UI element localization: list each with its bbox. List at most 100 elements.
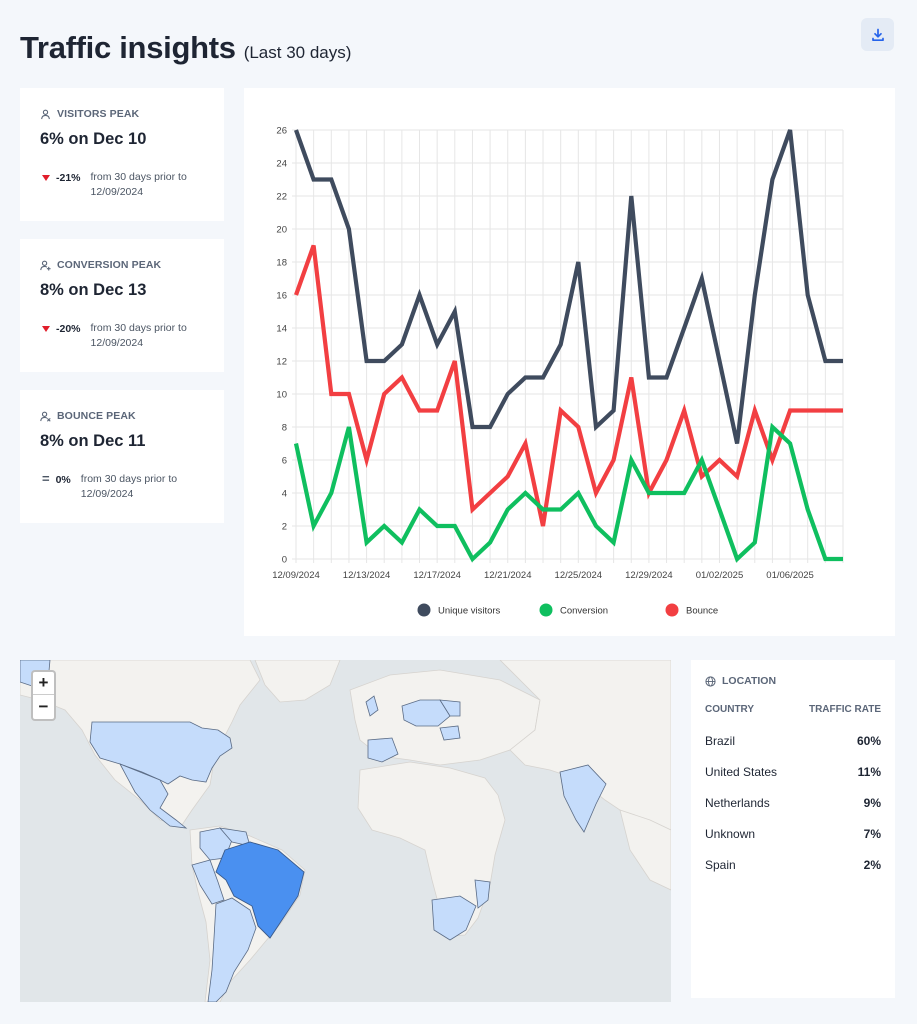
location-row: United States 11% bbox=[705, 765, 881, 779]
bounce-peak-card: BOUNCE PEAK 8% on Dec 11 = 0% from 30 da… bbox=[20, 390, 224, 523]
user-icon bbox=[41, 109, 50, 119]
country-name: Spain bbox=[705, 858, 736, 872]
country-name: Unknown bbox=[705, 827, 756, 841]
download-button[interactable] bbox=[861, 18, 894, 51]
series-line-conversion bbox=[293, 422, 843, 563]
traffic-rate: 2% bbox=[863, 858, 881, 872]
legend-label: Unique visitors bbox=[438, 606, 501, 617]
y-tick-label: 12 bbox=[276, 357, 287, 368]
legend-label: Conversion bbox=[560, 606, 608, 617]
y-tick-label: 16 bbox=[276, 291, 287, 302]
x-tick-label: 12/21/2024 bbox=[484, 570, 532, 581]
y-tick-label: 8 bbox=[282, 423, 287, 434]
y-tick-label: 10 bbox=[276, 390, 287, 401]
card-value: 8% on Dec 11 bbox=[40, 432, 146, 450]
world-map[interactable] bbox=[20, 660, 671, 1002]
location-row: Unknown 7% bbox=[705, 827, 881, 841]
location-panel: LOCATION COUNTRY TRAFFIC RATE Brazil 60%… bbox=[691, 660, 895, 998]
x-tick-label: 12/25/2024 bbox=[555, 570, 603, 581]
column-traffic-rate: TRAFFIC RATE bbox=[808, 704, 881, 715]
legend-marker bbox=[417, 603, 431, 617]
visitors-peak-card: VISITORS PEAK 6% on Dec 10 -21% from 30 … bbox=[20, 88, 224, 221]
page-title: Traffic insights bbox=[20, 30, 236, 65]
download-icon bbox=[871, 28, 884, 41]
argentina-chile-highlight bbox=[207, 897, 257, 1002]
column-country: COUNTRY bbox=[705, 704, 755, 715]
y-tick-label: 24 bbox=[276, 159, 287, 170]
y-tick-label: 0 bbox=[282, 555, 287, 566]
y-tick-label: 14 bbox=[276, 324, 287, 335]
zoom-out-button[interactable]: − bbox=[38, 696, 49, 716]
x-tick-label: 01/02/2025 bbox=[696, 570, 744, 581]
peru-highlight bbox=[191, 859, 225, 905]
traffic-rate: 11% bbox=[857, 765, 881, 779]
location-row: Netherlands 9% bbox=[705, 796, 881, 810]
trend-flat-icon: = bbox=[42, 471, 50, 486]
page-header: Traffic insights (Last 30 days) bbox=[20, 30, 351, 66]
location-row: Spain 2% bbox=[705, 858, 881, 872]
legend-marker bbox=[665, 603, 679, 617]
netherlands-germany-highlight bbox=[401, 699, 451, 727]
y-tick-label: 4 bbox=[282, 489, 287, 500]
trend-down-icon bbox=[42, 175, 50, 181]
y-tick-label: 20 bbox=[276, 225, 287, 236]
x-tick-label: 12/09/2024 bbox=[272, 570, 320, 581]
change-percent: -21% bbox=[56, 172, 81, 184]
india-highlight bbox=[559, 764, 607, 833]
romania-highlight bbox=[439, 725, 461, 741]
legend-label: Bounce bbox=[686, 606, 718, 617]
y-tick-label: 2 bbox=[282, 522, 287, 533]
series-line-unique-visitors bbox=[294, 129, 843, 444]
conversion-peak-card: CONVERSION PEAK 8% on Dec 13 -20% from 3… bbox=[20, 239, 224, 372]
x-tick-label: 12/29/2024 bbox=[625, 570, 673, 581]
world-map-canvas bbox=[20, 660, 671, 1002]
traffic-chart-panel: 0 2 4 6 8 10 12 14 16 18 20 22 24 26 12/09/2024 12/13/2… bbox=[244, 88, 895, 636]
user-x-icon bbox=[40, 411, 51, 422]
y-tick-label: 6 bbox=[282, 456, 287, 467]
change-description: from 30 days prior to 12/09/2024 bbox=[90, 322, 187, 349]
country-name: United States bbox=[705, 765, 778, 779]
brazil-highlight bbox=[215, 841, 305, 939]
y-tick-label: 22 bbox=[276, 192, 287, 203]
location-table-header: COUNTRY TRAFFIC RATE bbox=[705, 704, 881, 715]
location-row: Brazil 60% bbox=[705, 734, 881, 748]
change-description: from 30 days prior to 12/09/2024 bbox=[80, 473, 178, 500]
traffic-rate: 7% bbox=[863, 827, 881, 841]
x-tick-label: 01/06/2025 bbox=[766, 570, 814, 581]
traffic-rate: 60% bbox=[856, 734, 881, 748]
southeast-asia-landmass bbox=[619, 809, 671, 891]
card-change: -21% from 30 days prior to 12/09/2024 bbox=[42, 171, 187, 200]
traffic-rate: 9% bbox=[863, 796, 881, 810]
zoom-in-button[interactable]: + bbox=[33, 672, 54, 695]
south-africa-highlight bbox=[431, 895, 477, 941]
page-subtitle: (Last 30 days) bbox=[243, 43, 352, 62]
y-tick-label: 26 bbox=[276, 126, 287, 137]
trend-down-icon bbox=[42, 326, 50, 332]
card-value: 8% on Dec 13 bbox=[40, 281, 147, 299]
spain-highlight bbox=[367, 737, 399, 763]
change-percent: -20% bbox=[56, 323, 81, 335]
legend-marker bbox=[539, 603, 553, 617]
x-tick-label: 12/17/2024 bbox=[413, 570, 461, 581]
card-value: 6% on Dec 10 bbox=[40, 130, 147, 148]
series-line-bounce bbox=[294, 244, 843, 527]
card-label: CONVERSION PEAK bbox=[57, 259, 162, 271]
mexico-highlight bbox=[119, 763, 188, 829]
country-name: Netherlands bbox=[705, 796, 770, 810]
x-tick-label: 12/13/2024 bbox=[343, 570, 391, 581]
uk-highlight bbox=[365, 695, 379, 717]
usa-highlight bbox=[89, 721, 233, 785]
card-label: VISITORS PEAK bbox=[57, 108, 140, 120]
location-title: LOCATION bbox=[722, 675, 777, 687]
country-name: Brazil bbox=[705, 734, 736, 748]
globe-icon bbox=[705, 675, 716, 687]
africa-landmass bbox=[357, 761, 506, 937]
card-change: = 0% from 30 days prior to 12/09/2024 bbox=[42, 471, 178, 502]
greenland-landmass bbox=[254, 660, 341, 703]
card-label: BOUNCE PEAK bbox=[57, 410, 136, 422]
change-percent: 0% bbox=[55, 474, 71, 486]
user-plus-icon bbox=[40, 260, 51, 271]
y-tick-label: 18 bbox=[276, 258, 287, 269]
change-description: from 30 days prior to 12/09/2024 bbox=[90, 171, 187, 198]
